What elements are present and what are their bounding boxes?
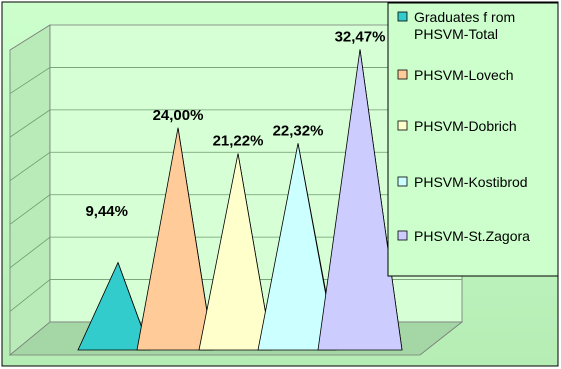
data-label: 21,22% [213,133,264,150]
data-label: 24,00% [153,107,204,124]
gridline-side [9,67,51,94]
gridline-side [9,151,51,182]
legend-swatch [397,11,408,22]
pyramid-series [77,49,403,351]
pyramid-front-face [257,143,337,351]
legend-box [387,2,559,277]
legend-swatch [397,69,408,80]
legend-label: PHSVM-Lovech [414,67,514,83]
legend-label: Graduates f rom [414,9,515,25]
legend-label: PHSVM-Dobrich [414,118,517,134]
gridline-side [9,194,51,225]
data-label: 32,47% [335,28,386,45]
data-labels: 9,44% 24,00% 21,22% 22,32% 32,47% [85,28,385,220]
legend-label: PHSVM-Total [414,26,498,42]
pyramid-front-face [77,261,151,351]
legend-swatch [397,120,408,131]
legend-swatch [397,230,408,241]
legend-label: PHSVM-Kostibrod [414,174,528,190]
data-label: 9,44% [85,203,128,220]
pyramid-front-face [136,127,214,351]
gridline-side [9,109,51,138]
pyramid-front-face [317,49,403,351]
gridline-side [9,236,51,269]
legend-label: PHSVM-St.Zagora [414,228,530,244]
legend-swatch [397,176,408,187]
pyramid-front-face [198,153,273,351]
gridline-side [9,279,51,312]
side-wall [9,24,51,356]
data-label: 22,32% [273,122,324,139]
